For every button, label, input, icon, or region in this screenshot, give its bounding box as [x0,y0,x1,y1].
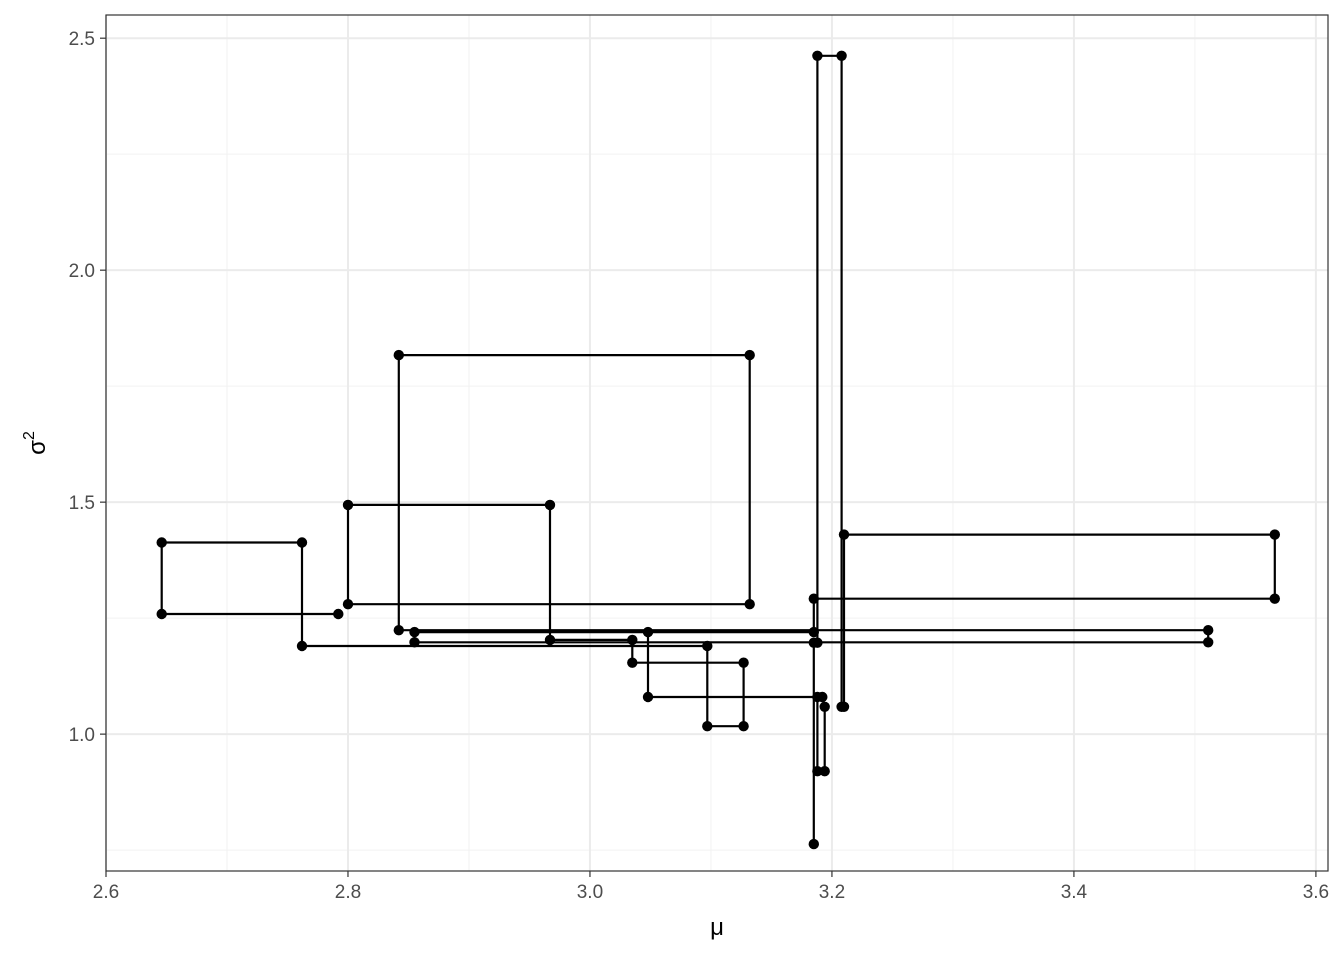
data-point [838,529,850,540]
data-point [333,608,344,620]
data-point [409,637,420,648]
data-point [544,499,556,511]
grid-minor [106,15,1328,871]
data-point [808,838,819,850]
data-point [702,640,713,652]
axis-ticks [100,37,1317,877]
data-point [838,701,850,712]
data-point [744,599,755,610]
grid-major [105,15,1328,871]
y-tick-label: 1.0 [69,725,95,746]
data-point [808,593,819,604]
data-point [738,657,749,668]
data-point [342,599,354,610]
x-tick-label: 2.6 [93,882,119,903]
data-point [1203,637,1214,648]
data-point [1203,625,1214,636]
x-tick-label: 3.4 [1061,882,1088,903]
data-point [702,721,713,732]
data-point [393,349,404,361]
data-point [642,626,654,638]
data-point [812,637,823,648]
data-point [738,721,749,732]
data-point [812,766,823,777]
series-layer [156,50,1281,850]
plot-border [105,14,1329,872]
x-tick-label: 3.6 [1303,882,1329,903]
data-point [627,657,638,668]
data-point [342,499,354,511]
plot-background [106,15,1328,871]
data-point [817,691,828,703]
x-axis-title: μ [710,914,724,941]
data-point [819,701,830,712]
y-tick-label: 2.5 [69,29,95,50]
data-point [744,349,755,361]
x-tick-label: 3.0 [577,882,603,903]
series-2 [642,626,830,777]
y-axis-title-superscript: 2 [21,431,38,440]
x-tick-label: 2.8 [335,882,361,903]
data-point [296,537,308,548]
x-tick-label: 3.2 [819,882,845,903]
series-1 [156,50,1281,850]
data-point [808,626,819,638]
data-point [409,626,420,638]
y-axis-title: σ2 [21,431,51,455]
data-point [642,691,654,703]
data-point [812,50,823,61]
data-point [1269,529,1281,540]
y-tick-label: 2.0 [69,261,95,282]
y-tick-label: 1.5 [69,493,95,514]
data-point [836,50,847,61]
data-point [393,625,404,636]
data-point [156,537,167,548]
data-point [544,634,556,646]
data-point [1269,593,1281,604]
tick-labels: 2.6 2.8 3.0 3.2 3.4 3.6 1.0 1.5 2.0 2.5 [69,29,1330,903]
y-axis-title-base: σ [24,440,51,455]
data-point [156,608,167,620]
data-point [819,766,830,777]
data-point [627,634,638,646]
data-point [296,640,308,652]
